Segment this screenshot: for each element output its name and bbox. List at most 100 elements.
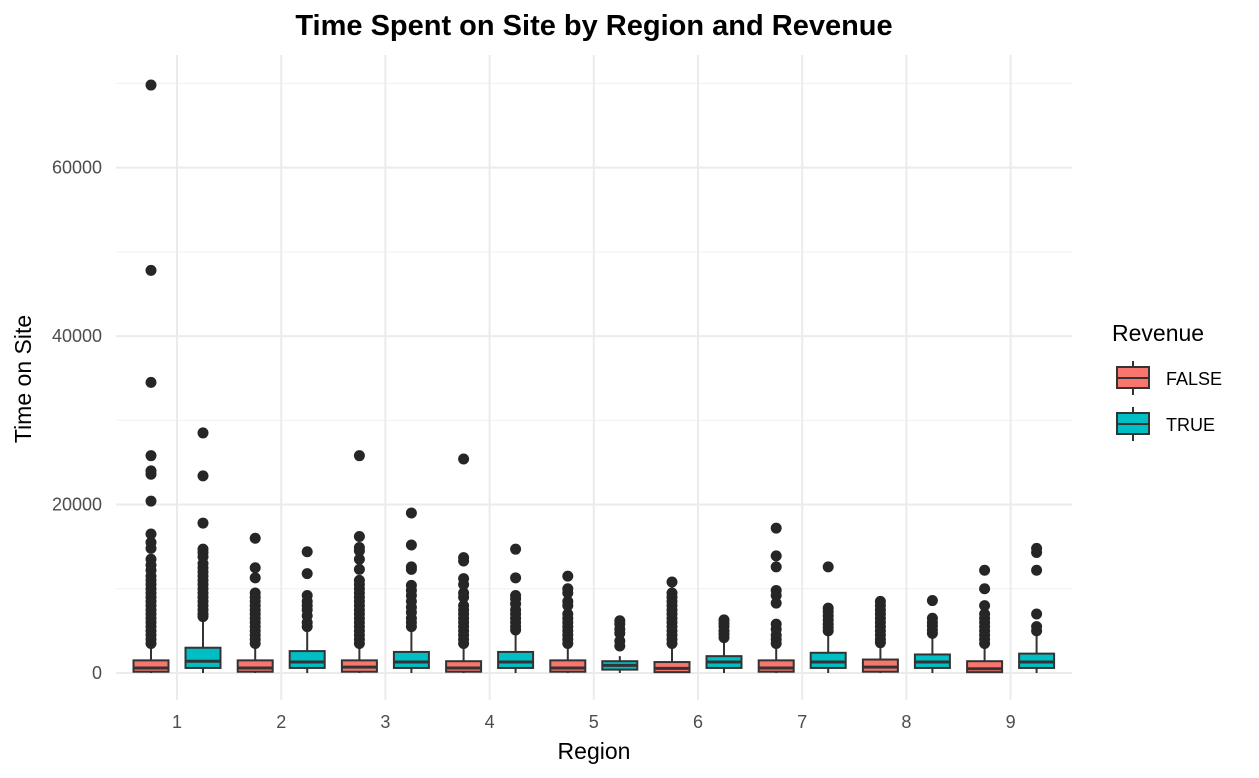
outlier-point bbox=[822, 625, 834, 637]
outlier-point bbox=[458, 591, 470, 603]
outlier-point bbox=[249, 638, 261, 650]
outlier-point bbox=[197, 427, 209, 439]
outlier-point bbox=[353, 563, 365, 575]
legend-item-false: FALSE bbox=[1116, 361, 1222, 395]
outlier-point bbox=[197, 611, 209, 623]
x-tick-label: 1 bbox=[172, 712, 182, 732]
outlier-point bbox=[145, 495, 157, 507]
outlier-point bbox=[770, 597, 782, 609]
outlier-point bbox=[301, 546, 313, 558]
x-tick-label: 3 bbox=[380, 712, 390, 732]
outlier-point bbox=[405, 563, 417, 575]
outlier-point bbox=[822, 561, 834, 573]
box-true-region-9 bbox=[1018, 542, 1056, 673]
outlier-point bbox=[249, 572, 261, 584]
outlier-point bbox=[458, 638, 470, 650]
outlier-point bbox=[614, 640, 626, 652]
outlier-point bbox=[405, 507, 417, 519]
box-body bbox=[184, 646, 222, 669]
box-body bbox=[549, 659, 587, 673]
box-groups bbox=[132, 79, 1056, 674]
box-true-region-1 bbox=[184, 427, 222, 673]
outlier-point bbox=[510, 572, 522, 584]
legend-label: FALSE bbox=[1166, 369, 1222, 389]
outlier-point bbox=[458, 453, 470, 465]
box-false-region-9 bbox=[966, 564, 1004, 674]
outlier-point bbox=[1031, 547, 1043, 559]
outlier-point bbox=[145, 468, 157, 480]
x-tick-label: 9 bbox=[1006, 712, 1016, 732]
outlier-point bbox=[145, 264, 157, 276]
x-tick-label: 4 bbox=[485, 712, 495, 732]
outlier-point bbox=[926, 595, 938, 607]
outlier-point bbox=[197, 470, 209, 482]
outlier-point bbox=[979, 638, 991, 650]
box-body bbox=[236, 659, 274, 673]
outlier-point bbox=[562, 600, 574, 612]
outlier-point bbox=[145, 542, 157, 554]
outlier-point bbox=[562, 638, 574, 650]
x-tick-label: 5 bbox=[589, 712, 599, 732]
outlier-point bbox=[979, 583, 991, 595]
box-false-region-7 bbox=[757, 522, 795, 673]
legend-label: TRUE bbox=[1166, 415, 1215, 435]
x-tick-label: 7 bbox=[797, 712, 807, 732]
box-body bbox=[809, 651, 847, 669]
outlier-point bbox=[301, 568, 313, 580]
outlier-point bbox=[562, 587, 574, 599]
box-false-region-6 bbox=[653, 576, 691, 674]
outlier-point bbox=[145, 450, 157, 462]
outlier-point bbox=[353, 638, 365, 650]
outlier-point bbox=[666, 638, 678, 650]
box-true-region-2 bbox=[288, 546, 326, 673]
outlier-point bbox=[614, 627, 626, 639]
outlier-point bbox=[1031, 564, 1043, 576]
outlier-point bbox=[718, 632, 730, 644]
outlier-point bbox=[666, 576, 678, 588]
outlier-point bbox=[979, 600, 991, 612]
legend: Revenue FALSE TRUE bbox=[1112, 320, 1222, 441]
outlier-point bbox=[770, 590, 782, 602]
outlier-point bbox=[405, 621, 417, 633]
chart-title: Time Spent on Site by Region and Revenue bbox=[295, 10, 892, 42]
x-tick-label: 6 bbox=[693, 712, 703, 732]
box-body bbox=[497, 650, 535, 669]
outlier-point bbox=[353, 531, 365, 543]
outlier-point bbox=[510, 543, 522, 555]
box-false-region-3 bbox=[340, 450, 378, 673]
box-body bbox=[288, 650, 326, 669]
x-tick-label: 8 bbox=[901, 712, 911, 732]
box-true-region-6 bbox=[705, 614, 743, 673]
outlier-point bbox=[405, 539, 417, 551]
y-tick-label: 40000 bbox=[52, 326, 102, 346]
box-false-region-2 bbox=[236, 532, 274, 673]
box-body bbox=[757, 659, 795, 673]
y-tick-label: 60000 bbox=[52, 158, 102, 178]
y-tick-label: 20000 bbox=[52, 495, 102, 515]
outlier-point bbox=[770, 522, 782, 534]
outlier-point bbox=[874, 637, 886, 649]
grid bbox=[116, 55, 1072, 700]
outlier-point bbox=[562, 570, 574, 582]
outlier-point bbox=[145, 528, 157, 540]
box-true-region-7 bbox=[809, 561, 847, 673]
box-true-region-8 bbox=[913, 595, 951, 673]
box-false-region-1 bbox=[132, 79, 170, 673]
box-body bbox=[132, 659, 170, 673]
y-tick-label: 0 bbox=[92, 663, 102, 683]
outlier-point bbox=[458, 579, 470, 591]
outlier-point bbox=[770, 638, 782, 650]
outlier-point bbox=[926, 627, 938, 639]
outlier-point bbox=[249, 562, 261, 574]
box-body bbox=[392, 650, 430, 669]
box-true-region-5 bbox=[601, 615, 639, 673]
box-body bbox=[966, 660, 1004, 674]
outlier-point bbox=[510, 624, 522, 636]
outlier-point bbox=[979, 564, 991, 576]
outlier-point bbox=[197, 517, 209, 529]
box-false-region-5 bbox=[549, 570, 587, 673]
tick-labels: 0 20000 40000 60000 1 2 3 4 5 6 7 8 9 bbox=[52, 158, 1016, 732]
box-true-region-4 bbox=[497, 543, 535, 673]
outlier-point bbox=[458, 555, 470, 567]
